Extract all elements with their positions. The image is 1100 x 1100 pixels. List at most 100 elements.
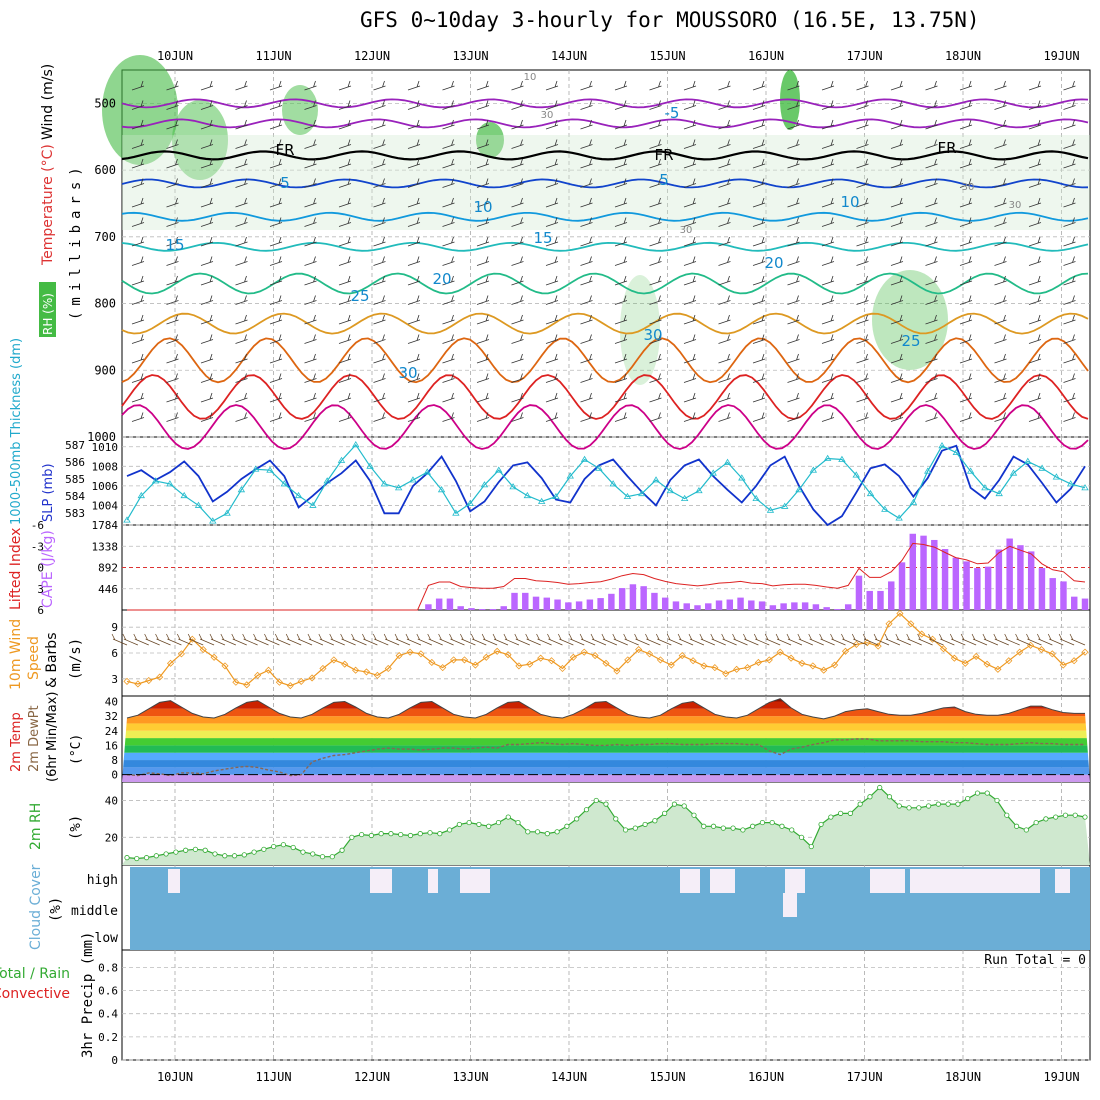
wind-marker <box>526 660 534 668</box>
thickness-marker <box>123 516 131 523</box>
wind-marker <box>362 668 371 676</box>
wind-barb <box>304 139 317 149</box>
wind-barb-10m <box>329 633 345 646</box>
wind-barb-10m <box>220 633 237 646</box>
rh-marker <box>427 830 433 836</box>
wind-barb <box>407 314 421 325</box>
wind-barb <box>269 139 283 149</box>
wind-marker <box>733 665 741 673</box>
rh-marker <box>886 794 893 800</box>
wind-barb <box>200 275 214 286</box>
wind-barb-10m <box>568 633 585 646</box>
li-tick-label: -3 <box>31 540 44 553</box>
thickness-marker <box>938 442 946 449</box>
wind-barb <box>752 158 766 169</box>
rh-marker <box>544 831 550 837</box>
wind-barb-10m <box>416 633 432 646</box>
rh-marker <box>476 821 482 828</box>
wind-barb-10m <box>1026 633 1042 646</box>
wind-barb <box>131 392 145 403</box>
temp-label-2: 2m DewPt <box>27 705 42 772</box>
rh-marker <box>261 846 267 852</box>
wind-barb <box>718 295 731 305</box>
wind-barb <box>131 334 145 344</box>
wind-barb <box>614 256 628 266</box>
thickness-marker <box>137 491 146 499</box>
temp-line <box>126 698 1085 720</box>
thickness-marker <box>237 486 246 493</box>
wind-marker <box>275 678 283 686</box>
rh-marker <box>622 827 629 833</box>
wind-barb <box>338 217 352 227</box>
thickness-marker <box>394 484 403 491</box>
wind-marker <box>221 662 229 670</box>
wind-barb-10m <box>481 633 498 646</box>
wind-barb <box>752 412 766 422</box>
rh-marker <box>828 814 834 820</box>
wind-barb <box>407 275 421 286</box>
slp-tick-label: 1006 <box>92 480 119 493</box>
rh-marker <box>750 823 756 829</box>
wind-barb <box>338 178 352 188</box>
wind-barb <box>269 392 283 403</box>
cape-bar <box>500 606 507 610</box>
wind-barb <box>614 373 628 383</box>
precip-tick-label: 0 <box>111 1054 118 1067</box>
wind-barb <box>373 119 386 130</box>
wind-barb <box>1063 295 1076 305</box>
wind-barb-10m <box>536 633 552 646</box>
cape-bar <box>1017 545 1024 610</box>
cape-bar <box>974 568 981 610</box>
thickness-marker <box>223 509 231 516</box>
wind-barb <box>821 275 835 286</box>
wind-barb <box>269 334 283 344</box>
wind-barb <box>718 80 731 91</box>
wind-barb <box>856 353 869 364</box>
rh-shade <box>282 85 318 135</box>
wind-barb <box>1028 295 1042 305</box>
wind-barb <box>1028 334 1042 344</box>
wind-barb <box>787 353 800 364</box>
rh-marker <box>564 823 570 829</box>
wind-barb <box>718 139 731 149</box>
contour-label: 30 <box>643 326 662 344</box>
wind-barb <box>718 217 731 227</box>
wind-barb <box>718 353 731 364</box>
rh2m-label: 2m RH <box>28 803 44 850</box>
wind-marker <box>264 666 273 674</box>
wind-barb <box>752 217 766 227</box>
rh-marker <box>143 855 150 861</box>
wind-barb <box>338 236 352 247</box>
wind-barb <box>890 217 904 227</box>
wind-barb <box>235 256 248 266</box>
wind-barb <box>752 353 766 364</box>
cape-bar <box>489 609 497 610</box>
wind-marker <box>254 671 262 679</box>
wind-barb <box>304 256 317 266</box>
wind-barb <box>856 139 869 149</box>
wind-barb-10m <box>492 633 509 646</box>
wind-barb <box>752 314 766 325</box>
wind-barb <box>235 373 248 383</box>
wind-barb <box>821 80 835 91</box>
li-label: Lifted Index <box>8 528 24 610</box>
wind-barb <box>476 392 490 403</box>
thickness-marker <box>1052 473 1061 480</box>
li-tick-label: 0 <box>37 562 44 575</box>
cloud-gap <box>680 869 700 893</box>
wind-barb <box>649 295 662 305</box>
wind-marker <box>450 656 458 664</box>
wind-tick-label: 6 <box>111 647 118 660</box>
wind-barb <box>959 412 973 422</box>
wind-marker <box>1005 657 1013 665</box>
wind-barb <box>580 100 593 110</box>
wind-barb <box>718 275 731 286</box>
wind-marker <box>145 676 153 685</box>
rh-marker <box>202 847 208 853</box>
cloud-level-high: high <box>87 873 118 888</box>
contour-label: 20 <box>764 254 783 272</box>
cape-bar <box>812 604 820 610</box>
wind-barb <box>1028 314 1042 325</box>
wind-barb <box>1028 353 1042 364</box>
wind-barb <box>718 236 731 247</box>
